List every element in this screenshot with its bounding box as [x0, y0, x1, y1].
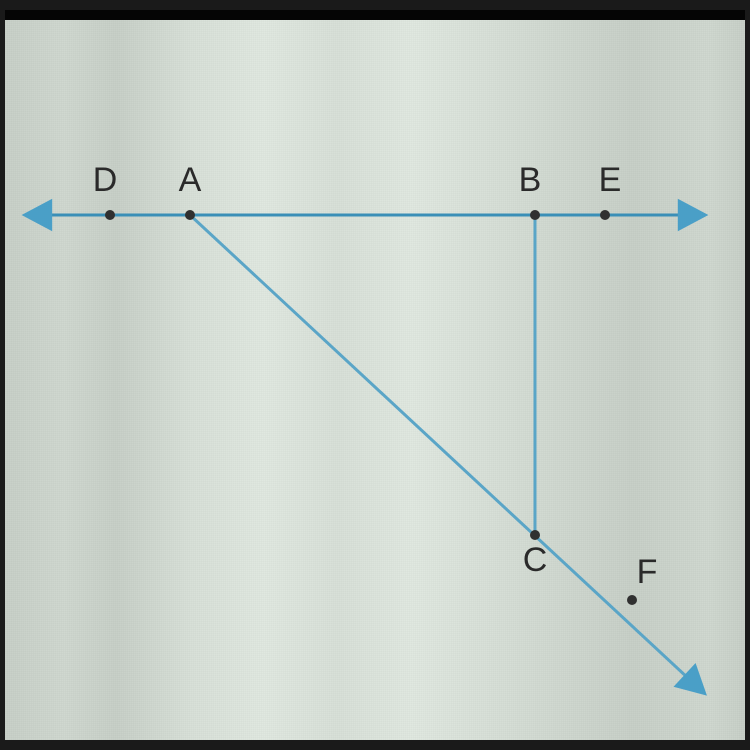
point-e — [600, 210, 610, 220]
diagram-svg — [5, 20, 745, 740]
point-c — [530, 530, 540, 540]
label-d: D — [93, 161, 118, 200]
point-a — [185, 210, 195, 220]
geometry-diagram: D A B E C F — [5, 20, 745, 740]
label-c: C — [523, 541, 548, 580]
label-b: B — [519, 161, 542, 200]
diagram-points — [105, 210, 637, 605]
point-b — [530, 210, 540, 220]
screenshot-frame: D A B E C F — [5, 10, 745, 740]
diagram-lines — [27, 215, 703, 692]
label-e: E — [599, 161, 622, 200]
label-f: F — [637, 553, 658, 592]
label-a: A — [179, 161, 202, 200]
point-f — [627, 595, 637, 605]
ray-af — [190, 215, 703, 692]
point-d — [105, 210, 115, 220]
